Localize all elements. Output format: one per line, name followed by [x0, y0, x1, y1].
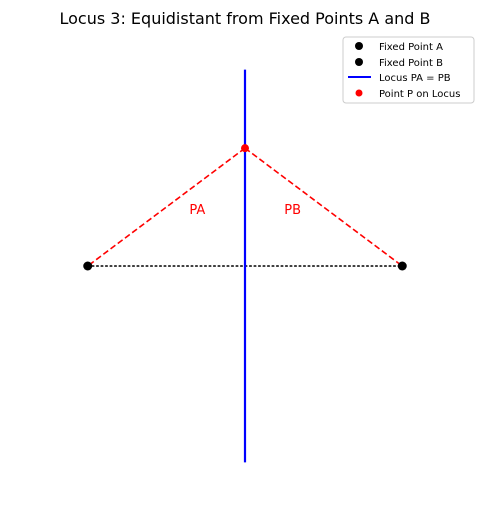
legend-entry-fixed-point-a: Fixed Point A — [355, 42, 443, 53]
fixed-point-a — [83, 261, 93, 271]
legend-entry-fixed-point-b: Fixed Point B — [355, 58, 443, 69]
legend-label-fixed-point-b: Fixed Point B — [379, 58, 443, 69]
fixed-point-b — [397, 261, 407, 271]
point-p — [241, 144, 249, 153]
segment-pb — [244, 147, 403, 267]
legend-label-point-p: Point P on Locus — [379, 89, 460, 100]
legend-frame — [342, 36, 475, 104]
legend-entry-point-p: Point P on Locus — [355, 89, 460, 100]
label-pa: PA — [189, 203, 205, 218]
plot-area: PA PB — [83, 69, 407, 463]
legend: Fixed Point A Fixed Point B Locus PA = P… — [342, 36, 475, 104]
figure-title: Locus 3: Equidistant from Fixed Points A… — [59, 9, 430, 28]
legend-marker-point-p — [355, 89, 363, 97]
segment-pa — [87, 147, 246, 267]
legend-marker-fixed-point-b — [355, 58, 363, 66]
legend-label-fixed-point-a: Fixed Point A — [379, 42, 443, 53]
legend-label-locus: Locus PA = PB — [379, 73, 451, 84]
legend-marker-fixed-point-a — [355, 42, 363, 50]
label-pb: PB — [284, 203, 301, 218]
legend-entry-locus: Locus PA = PB — [348, 73, 451, 84]
